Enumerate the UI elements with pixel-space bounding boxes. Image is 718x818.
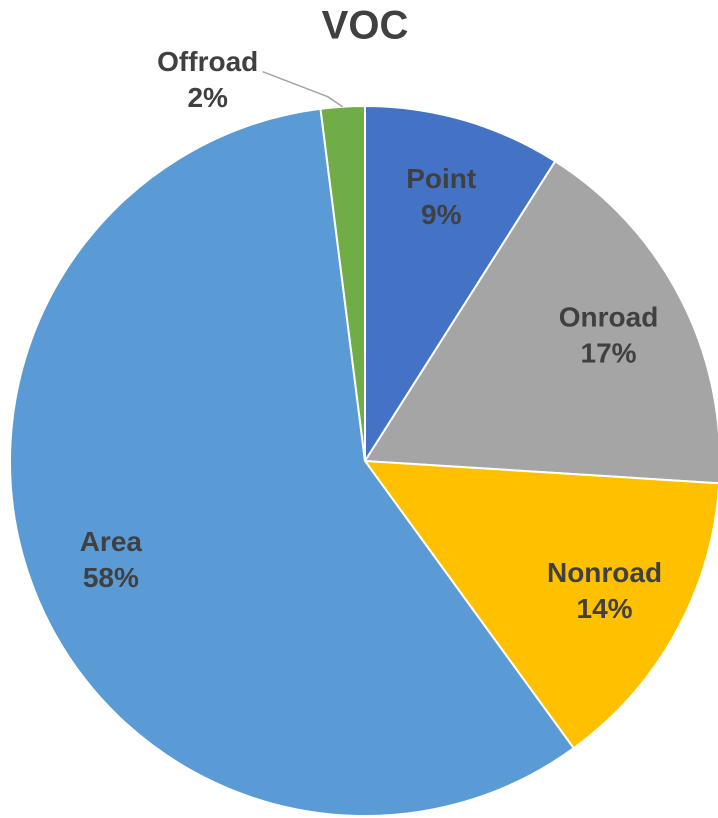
pie-slice [9,107,576,817]
pie-slice [363,159,718,485]
slice-label: Offroad [157,46,258,77]
leader-line [262,71,344,108]
slice-label: Nonroad [547,557,662,588]
chart-title: VOC [322,4,409,48]
slice-value-label: 14% [577,593,633,624]
slice-value-label: 9% [421,199,462,230]
slice-label: Onroad [559,301,659,332]
slice-value-label: 58% [83,562,139,593]
pie-slice [319,104,366,462]
slice-label: Point [406,163,476,194]
pie-slice [364,104,557,465]
slice-value-label: 2% [187,82,228,113]
slice-value-label: 17% [581,337,637,368]
slice-label: Area [80,526,143,557]
pie-slice [362,459,718,750]
